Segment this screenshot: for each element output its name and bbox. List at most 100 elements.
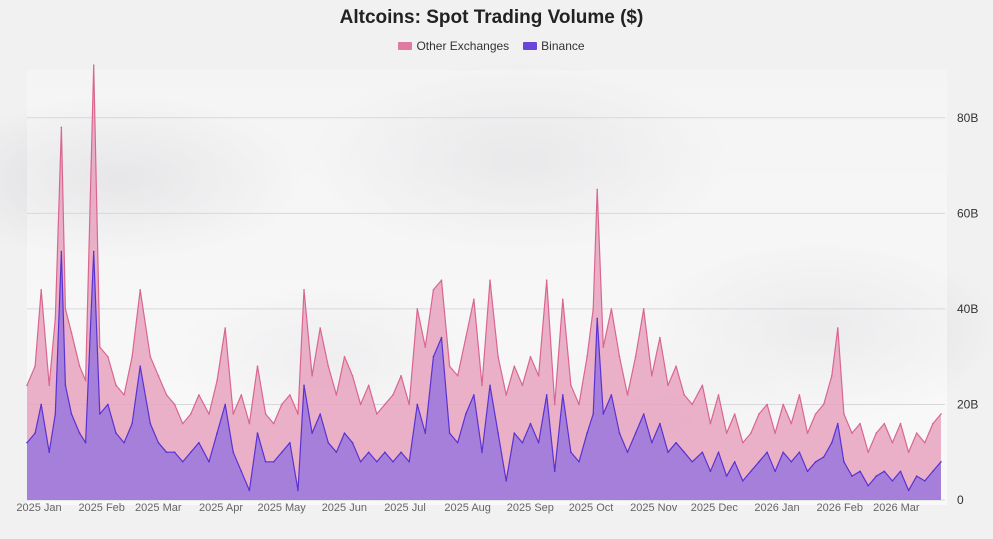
point-binance-10 [92,250,95,253]
point-binance-17 [149,422,152,425]
x-tick-label-11: 2025 Dec [691,502,739,514]
point-binance-100 [814,460,817,463]
x-axis: 2025 Jan 2025 Feb 2025 Mar 2025 Apr 2025 May… [16,502,920,514]
point-binance-107 [867,484,869,487]
point-other-exchanges-99 [806,432,809,434]
point-binance-5 [60,250,63,253]
point-other-exchanges-17 [149,355,152,358]
point-binance-11 [98,413,101,415]
x-tick-label-14: 2026 Mar [873,502,920,514]
x-tick-label-5: 2025 Jun [322,502,367,514]
point-binance-4 [54,413,57,415]
point-other-exchanges-109 [883,422,886,425]
point-binance-53 [440,336,443,339]
point-binance-16 [139,365,142,368]
point-other-exchanges-4 [54,317,57,320]
point-binance-101 [822,456,825,458]
point-other-exchanges-108 [875,432,878,434]
point-other-exchanges-30 [256,365,259,368]
point-binance-47 [392,460,394,463]
point-other-exchanges-66 [545,279,548,282]
point-binance-93 [758,460,760,463]
point-other-exchanges-20 [173,403,176,406]
point-binance-56 [464,413,467,415]
x-tick-label-9: 2025 Oct [569,502,614,514]
point-binance-51 [424,432,427,434]
point-other-exchanges-16 [139,288,142,291]
y-tick-label-3: 60B [957,206,978,220]
legend-item-binance[interactable]: Binance [523,39,585,53]
point-binance-82 [667,451,669,454]
point-binance-25 [216,432,218,434]
y-tick-label-0: 0 [957,493,964,507]
point-other-exchanges-110 [891,441,894,444]
point-other-exchanges-59 [489,279,491,282]
point-other-exchanges-0 [26,384,28,387]
point-other-exchanges-15 [131,355,133,358]
point-binance-116 [940,460,942,463]
point-other-exchanges-67 [553,403,556,406]
point-other-exchanges-106 [859,422,861,425]
point-other-exchanges-53 [440,279,443,282]
point-binance-111 [899,470,902,473]
point-binance-3 [48,451,51,454]
point-binance-109 [883,470,886,473]
point-binance-60 [497,432,499,434]
point-other-exchanges-51 [424,346,427,348]
point-binance-83 [675,441,677,444]
point-binance-36 [303,384,305,387]
point-other-exchanges-27 [232,413,235,415]
point-binance-22 [189,451,192,454]
point-binance-72 [592,413,594,415]
x-tick-label-1: 2025 Feb [78,502,124,514]
area-series [26,64,942,500]
point-other-exchanges-100 [814,413,817,415]
point-other-exchanges-116 [940,413,942,415]
point-other-exchanges-48 [400,374,402,377]
point-other-exchanges-5 [60,126,63,129]
point-binance-98 [798,451,801,454]
point-binance-42 [351,441,354,444]
point-binance-2 [40,403,42,406]
point-binance-71 [586,432,588,434]
point-binance-0 [26,441,28,444]
point-other-exchanges-45 [376,413,378,415]
point-other-exchanges-7 [70,331,73,334]
point-other-exchanges-86 [701,384,704,387]
point-binance-92 [750,470,752,473]
point-other-exchanges-3 [48,384,51,387]
point-other-exchanges-84 [683,394,685,396]
x-tick-label-3: 2025 Apr [199,502,243,514]
x-tick-label-2: 2025 Mar [135,502,182,514]
point-other-exchanges-103 [837,327,839,329]
point-other-exchanges-97 [790,422,793,425]
point-binance-35 [297,489,299,492]
point-binance-75 [610,394,613,396]
point-binance-19 [165,451,168,454]
point-other-exchanges-33 [280,403,283,406]
point-binance-91 [741,480,744,482]
point-binance-38 [319,413,321,415]
point-other-exchanges-102 [830,374,833,377]
point-other-exchanges-101 [822,403,825,406]
point-other-exchanges-63 [521,384,524,387]
point-binance-13 [115,432,117,434]
point-binance-62 [513,432,516,434]
point-binance-39 [327,441,330,444]
point-other-exchanges-80 [651,374,653,377]
point-other-exchanges-77 [626,394,629,396]
point-other-exchanges-58 [481,384,483,387]
point-other-exchanges-61 [505,394,508,396]
point-binance-45 [376,460,378,463]
point-binance-65 [537,441,540,444]
point-binance-34 [289,441,291,444]
point-other-exchanges-94 [766,403,768,406]
point-other-exchanges-46 [384,403,386,406]
point-other-exchanges-21 [181,422,184,425]
legend-item-other-exchanges[interactable]: Other Exchanges [398,39,509,53]
point-binance-7 [70,413,73,415]
point-binance-61 [505,480,508,482]
x-tick-label-7: 2025 Aug [444,502,491,514]
point-other-exchanges-37 [311,374,313,377]
point-other-exchanges-89 [725,432,728,434]
